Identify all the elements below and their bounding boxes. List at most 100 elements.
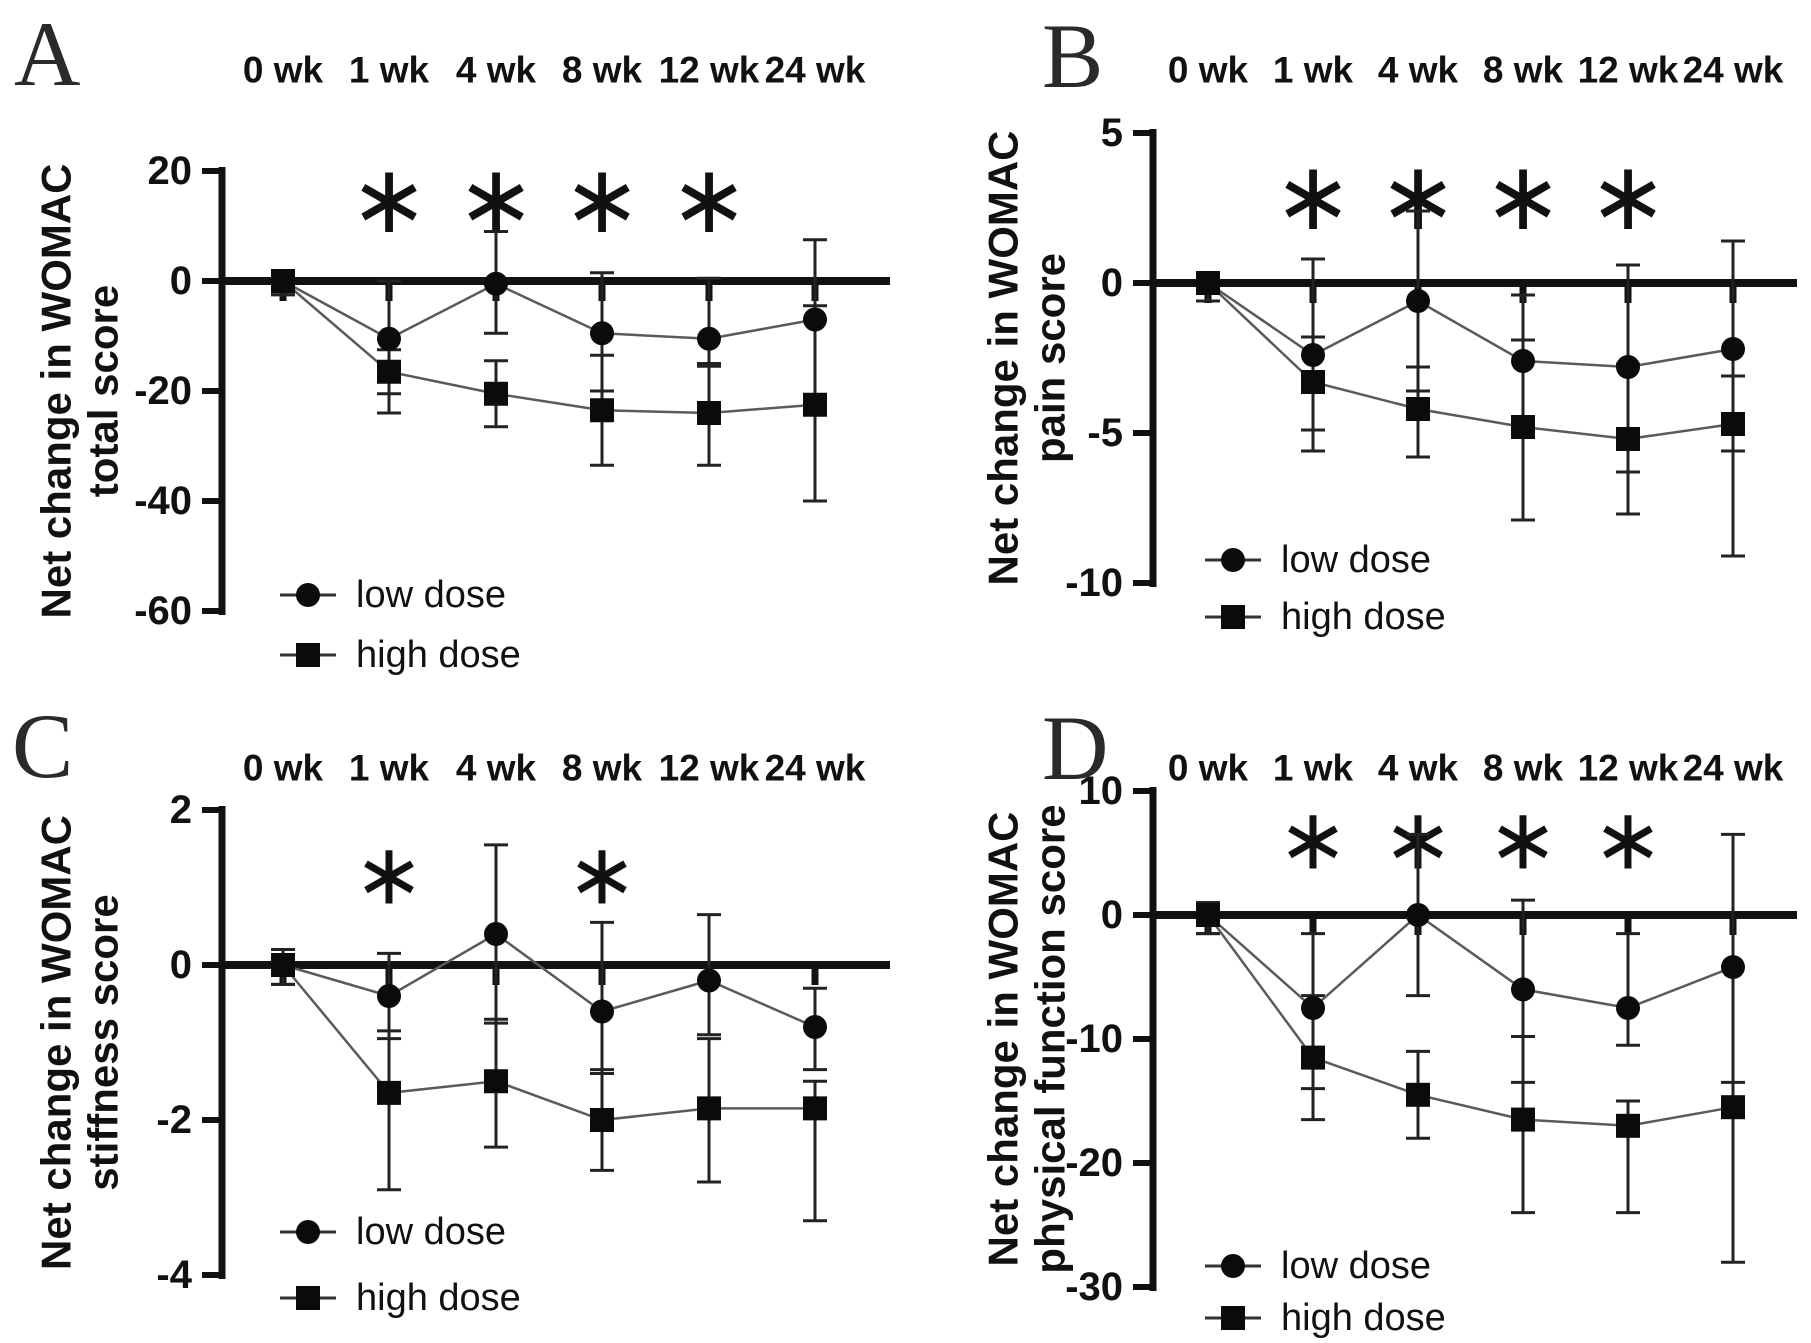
- series-line-high-dose: [1206, 914, 1734, 1128]
- y-axis-label: stiffness score: [80, 894, 127, 1190]
- panel-label-C: C: [12, 695, 74, 797]
- week-label: 8 wk: [1483, 50, 1564, 91]
- y-tick-label: -10: [1065, 1017, 1123, 1061]
- y-axis-label: Net change in WOMAC: [980, 811, 1027, 1266]
- chart-C-stiffness-score: 2 0 -2 -4 0 wk 1 wk 4 wk 8 wk 12 wk 24 wk ∗ ∗ low do…: [33, 748, 890, 1319]
- week-label: 1 wk: [1273, 748, 1354, 789]
- series-line-high-dose: [282, 280, 816, 415]
- circle-marker-low-dose: [1616, 996, 1640, 1020]
- significance-asterisk: ∗: [353, 828, 424, 923]
- week-label: 1 wk: [1273, 50, 1354, 91]
- legend-square-icon: [1221, 605, 1245, 629]
- y-axis-label: Net change in WOMAC: [33, 815, 80, 1270]
- square-marker-high-dose: [377, 359, 401, 384]
- circle-marker-low-dose: [1511, 977, 1535, 1002]
- y-tick-label: -4: [156, 1253, 192, 1297]
- significance-asterisk: ∗: [1277, 793, 1348, 888]
- week-label: 0 wk: [243, 748, 324, 789]
- square-marker-high-dose: [1301, 370, 1325, 394]
- week-label: 0 wk: [1168, 50, 1249, 91]
- square-marker-high-dose: [697, 1096, 721, 1121]
- y-tick-label: -20: [134, 369, 192, 413]
- panel-C-stiffness-score: 2 0 -2 -4 0 wk 1 wk 4 wk 8 wk 12 wk 24 wk ∗ ∗ low do…: [0, 690, 905, 1343]
- series-line-high-dose: [282, 964, 815, 1122]
- legend-label: high dose: [1281, 1297, 1446, 1339]
- square-marker-high-dose: [1196, 271, 1220, 295]
- circle-marker-low-dose: [484, 922, 508, 946]
- week-label: 12 wk: [659, 748, 760, 789]
- week-label: 4 wk: [1378, 748, 1459, 789]
- significance-asterisk: ∗: [669, 147, 749, 253]
- y-tick-label: -2: [156, 1098, 192, 1142]
- significance-asterisk: ∗: [1483, 144, 1563, 250]
- square-marker-high-dose: [1721, 1095, 1745, 1120]
- series-line-high-dose: [1207, 282, 1734, 441]
- legend-circle-icon: [296, 583, 320, 607]
- circle-marker-low-dose: [697, 968, 721, 993]
- square-marker-high-dose: [484, 381, 508, 406]
- week-label: 12 wk: [659, 50, 760, 91]
- significance-asterisk: ∗: [562, 147, 642, 253]
- y-tick-label: 10: [1079, 769, 1124, 813]
- week-label: 8 wk: [1483, 748, 1564, 789]
- y-axis-label: total score: [80, 285, 127, 497]
- panel-A-total-score: 20 0 -20 -40 -60 0 wk 1 wk 4 wk 8 wk 12 wk 24 wk ∗ ∗…: [0, 0, 905, 690]
- circle-marker-low-dose: [1511, 349, 1535, 373]
- y-tick-label: -10: [1065, 561, 1123, 605]
- legend-square-icon: [1221, 1306, 1245, 1330]
- legend-label: low dose: [356, 1211, 506, 1253]
- circle-marker-low-dose: [697, 326, 721, 351]
- y-tick-label: 0: [1101, 893, 1123, 937]
- circle-marker-low-dose: [1406, 289, 1430, 313]
- week-label: 24 wk: [765, 50, 866, 91]
- week-label: 8 wk: [562, 748, 643, 789]
- week-label: 24 wk: [1683, 748, 1784, 789]
- panel-label-B: B: [1042, 5, 1104, 107]
- week-label: 4 wk: [456, 748, 537, 789]
- significance-asterisk: ∗: [1592, 793, 1663, 888]
- legend-label: high dose: [356, 634, 521, 676]
- square-marker-high-dose: [590, 1108, 614, 1132]
- significance-asterisk: ∗: [1487, 793, 1558, 888]
- legend-circle-icon: [1221, 1254, 1245, 1278]
- y-tick-label: -30: [1065, 1265, 1123, 1309]
- legend-label: low dose: [1281, 539, 1431, 581]
- circle-marker-low-dose: [803, 1015, 827, 1039]
- week-label: 8 wk: [562, 50, 643, 91]
- week-label: 12 wk: [1578, 748, 1679, 789]
- week-label: 1 wk: [349, 748, 430, 789]
- y-axis-label: physical function score: [1027, 804, 1074, 1273]
- square-marker-high-dose: [1511, 1107, 1535, 1132]
- week-label: 24 wk: [765, 748, 866, 789]
- square-marker-high-dose: [803, 1096, 827, 1121]
- square-marker-high-dose: [271, 953, 295, 977]
- series-line-low-dose: [1207, 281, 1734, 369]
- y-axis-label: Net change in WOMAC: [980, 130, 1027, 585]
- square-marker-high-dose: [1301, 1045, 1325, 1070]
- series-line-low-dose: [1207, 913, 1734, 1010]
- circle-marker-low-dose: [590, 321, 614, 346]
- square-marker-high-dose: [1721, 412, 1745, 436]
- square-marker-high-dose: [1406, 397, 1430, 421]
- y-axis-label: pain score: [1027, 253, 1074, 463]
- chart-D-physical-function-score: 10 0 -10 -20 -30 0 wk 1 wk 4 wk 8 wk 12 wk 24 wk ∗ ∗…: [980, 748, 1797, 1339]
- square-marker-high-dose: [1406, 1082, 1430, 1107]
- week-label: 0 wk: [1168, 748, 1249, 789]
- circle-marker-low-dose: [1616, 355, 1640, 379]
- week-label: 0 wk: [243, 50, 324, 91]
- significance-asterisk: ∗: [349, 147, 429, 253]
- circle-marker-low-dose: [1721, 337, 1745, 361]
- circle-marker-low-dose: [1721, 955, 1745, 980]
- week-label: 4 wk: [456, 50, 537, 91]
- panel-B-pain-score: 5 0 -5 -10 0 wk 1 wk 4 wk 8 wk 12 wk 24 wk ∗ ∗ ∗ ∗ low…: [905, 0, 1811, 690]
- y-tick-label: -5: [1087, 411, 1123, 455]
- circle-marker-low-dose: [377, 326, 401, 351]
- square-marker-high-dose: [1616, 1113, 1640, 1138]
- circle-marker-low-dose: [484, 271, 508, 296]
- legend-circle-icon: [296, 1220, 320, 1244]
- square-marker-high-dose: [271, 269, 295, 293]
- week-label: 24 wk: [1683, 50, 1784, 91]
- series-line-low-dose: [282, 932, 816, 1029]
- series-line-low-dose: [282, 279, 816, 341]
